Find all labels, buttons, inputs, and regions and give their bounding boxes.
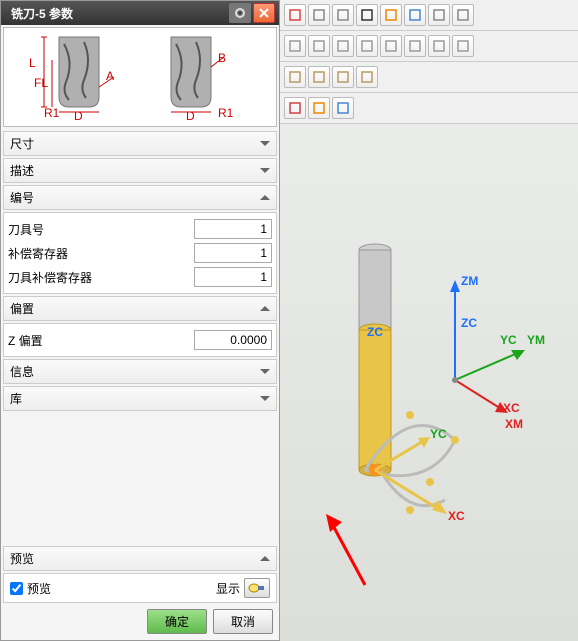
button-row: 确定 取消: [3, 605, 277, 638]
svg-text:D: D: [186, 109, 195, 122]
toolbar-shade[interactable]: [332, 97, 354, 119]
svg-text:R1: R1: [218, 106, 234, 120]
tool-number-label: 刀具号: [8, 221, 194, 238]
toolbar-m2[interactable]: [308, 66, 330, 88]
chevron-down-icon: [260, 168, 270, 173]
z-offset-label: Z 偏置: [8, 332, 194, 349]
tool-comp-register-label: 刀具补偿寄存器: [8, 269, 194, 286]
chevron-up-icon: [260, 306, 270, 311]
display-label: 显示: [216, 580, 240, 597]
toolbar-m3[interactable]: [332, 66, 354, 88]
section-label: 描述: [10, 162, 260, 179]
svg-text:ZC: ZC: [367, 325, 383, 339]
toolbar-op4[interactable]: [356, 35, 378, 57]
tool-params-dialog: 铣刀-5 参数 L FL R1 D A B: [0, 0, 280, 641]
section-offset[interactable]: 偏置: [3, 296, 277, 321]
section-desc[interactable]: 描述: [3, 158, 277, 183]
axis-xc-label: XC: [503, 401, 520, 415]
preview-label: 预览: [27, 580, 216, 597]
svg-text:L: L: [29, 56, 36, 70]
toolbar-cube-wire[interactable]: [308, 4, 330, 26]
toolbar-cube-red[interactable]: [284, 4, 306, 26]
section-lib[interactable]: 库: [3, 386, 277, 411]
section-size[interactable]: 尺寸: [3, 131, 277, 156]
toolbar-m4[interactable]: [356, 66, 378, 88]
field-row: 补偿寄存器: [8, 241, 272, 265]
section-label: 尺寸: [10, 135, 260, 152]
tool-diagram: L FL R1 D A B D R1: [3, 27, 277, 127]
toolbar-op3[interactable]: [332, 35, 354, 57]
preview-checkbox[interactable]: [10, 582, 23, 595]
close-icon[interactable]: [253, 3, 275, 23]
toolbar-op6[interactable]: [404, 35, 426, 57]
field-row: 刀具补偿寄存器: [8, 265, 272, 289]
section-preview[interactable]: 预览: [3, 546, 277, 571]
dialog-content: 尺寸 描述 编号 刀具号 补偿寄存器 刀具补偿寄存器 偏置 Z 偏置 信息: [1, 129, 279, 640]
toolbar-cube-shade[interactable]: [332, 4, 354, 26]
chevron-down-icon: [260, 369, 270, 374]
tool-diagram-left: L FL R1 D A: [14, 32, 134, 122]
toolbar-stack[interactable]: [428, 4, 450, 26]
dialog-title: 铣刀-5 参数: [5, 5, 227, 22]
chevron-up-icon: [260, 556, 270, 561]
toolbar-op8[interactable]: [452, 35, 474, 57]
toolbar: [280, 0, 578, 31]
toolbar-op7[interactable]: [428, 35, 450, 57]
titlebar: 铣刀-5 参数: [1, 1, 279, 25]
toolbar-op5[interactable]: [380, 35, 402, 57]
field-row: Z 偏置: [8, 328, 272, 352]
toolbar-m1[interactable]: [284, 66, 306, 88]
section-number[interactable]: 编号: [3, 185, 277, 210]
z-offset-input[interactable]: [194, 330, 272, 350]
chevron-up-icon: [260, 195, 270, 200]
svg-text:A: A: [106, 69, 114, 83]
ok-button[interactable]: 确定: [147, 609, 207, 634]
number-fields: 刀具号 补偿寄存器 刀具补偿寄存器: [3, 212, 277, 294]
viewport-3d[interactable]: ZC YC XC ZM ZC: [280, 0, 578, 641]
tool-number-input[interactable]: [194, 219, 272, 239]
axis-zc-label: ZC: [461, 316, 477, 330]
chevron-down-icon: [260, 396, 270, 401]
comp-register-input[interactable]: [194, 243, 272, 263]
svg-text:XC: XC: [448, 509, 465, 523]
toolbar: [280, 31, 578, 62]
field-row: 刀具号: [8, 217, 272, 241]
toolbar-view-iso[interactable]: [284, 97, 306, 119]
section-label: 偏置: [10, 300, 260, 317]
section-label: 编号: [10, 189, 260, 206]
section-info[interactable]: 信息: [3, 359, 277, 384]
scene-svg: ZC YC XC ZM ZC: [280, 120, 578, 600]
offset-fields: Z 偏置: [3, 323, 277, 357]
toolbar: [280, 62, 578, 93]
section-label: 预览: [10, 550, 260, 567]
svg-text:YC: YC: [430, 427, 447, 441]
toolbar-op2[interactable]: [308, 35, 330, 57]
spacer: [3, 413, 277, 546]
section-label: 库: [10, 390, 260, 407]
section-label: 信息: [10, 363, 260, 380]
toolbar-box-orange[interactable]: [380, 4, 402, 26]
tool-comp-register-input[interactable]: [194, 267, 272, 287]
svg-text:R1: R1: [44, 106, 60, 120]
gear-icon[interactable]: [229, 3, 251, 23]
axis-zm-label: ZM: [461, 274, 478, 288]
axis-xm-label: XM: [505, 417, 523, 431]
scene: ZC YC XC ZM ZC: [280, 120, 578, 641]
cancel-button[interactable]: 取消: [213, 609, 273, 634]
display-button[interactable]: [244, 578, 270, 598]
toolbar-grid[interactable]: [308, 97, 330, 119]
chevron-down-icon: [260, 141, 270, 146]
axis-yc-label: YC: [500, 333, 517, 347]
svg-text:D: D: [74, 109, 83, 122]
toolbar-rect[interactable]: [356, 4, 378, 26]
preview-row: 预览 显示: [3, 573, 277, 603]
axis-ym-label: YM: [527, 333, 545, 347]
toolbar-op1[interactable]: [284, 35, 306, 57]
toolbar-box-blue[interactable]: [404, 4, 426, 26]
toolbar-axes[interactable]: [452, 4, 474, 26]
tool-diagram-right: B D R1: [146, 32, 266, 122]
comp-register-label: 补偿寄存器: [8, 245, 194, 262]
svg-text:FL: FL: [34, 76, 48, 90]
